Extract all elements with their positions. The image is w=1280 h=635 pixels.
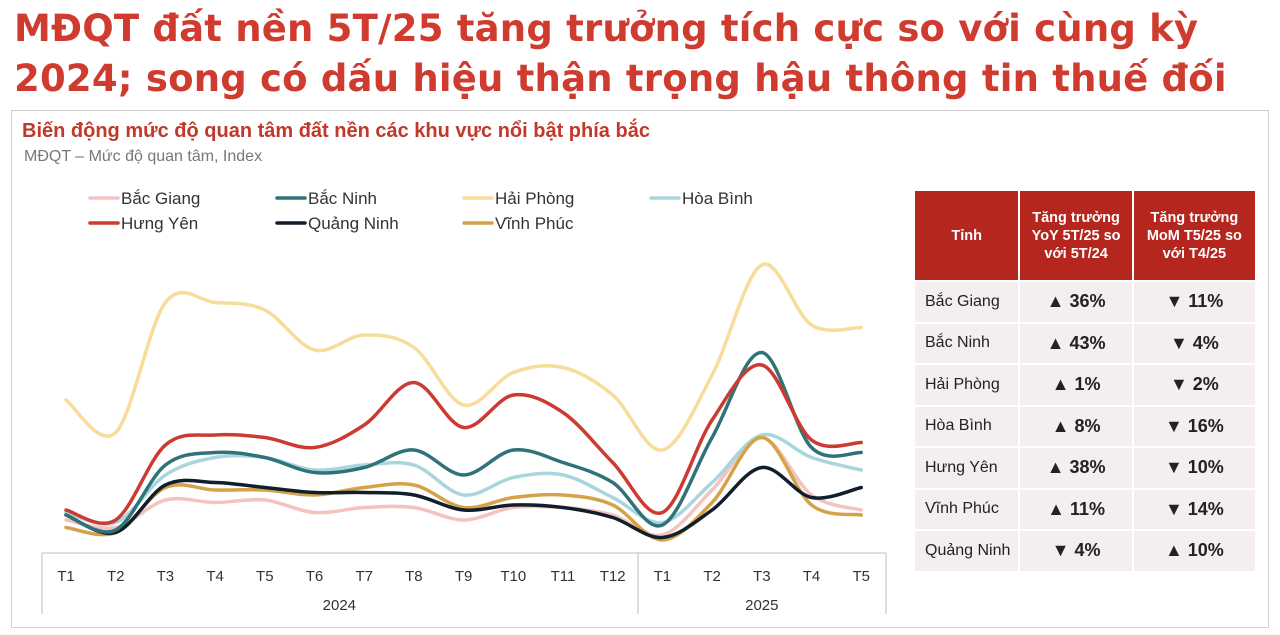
- legend-label: Hải Phòng: [495, 189, 574, 208]
- table-row: Quảng Ninh ▼ 4% ▲ 10%: [915, 531, 1255, 571]
- x-tick-label: T5: [256, 568, 274, 585]
- table-row: Hải Phòng ▲ 1% ▼ 2%: [915, 365, 1255, 405]
- legend-label: Quảng Ninh: [308, 214, 399, 233]
- series-line-Vĩnh Phúc: [64, 435, 863, 542]
- x-tick-label: T5: [852, 568, 870, 585]
- legend-label: Hòa Bình: [682, 189, 753, 208]
- series-line-Quảng Ninh: [64, 465, 863, 540]
- x-tick-label: T8: [405, 568, 423, 585]
- x-tick-label: T9: [455, 568, 473, 585]
- province-cell: Hưng Yên: [915, 448, 1019, 488]
- mom-cell: ▼ 10%: [1133, 448, 1255, 488]
- legend-label: Hưng Yên: [121, 214, 198, 233]
- mom-cell: ▲ 10%: [1133, 531, 1255, 571]
- x-tick-label: T3: [753, 568, 771, 585]
- province-cell: Vĩnh Phúc: [915, 489, 1019, 529]
- mom-cell: ▼ 2%: [1133, 365, 1255, 405]
- x-tick-label: T7: [355, 568, 373, 585]
- yoy-cell: ▲ 1%: [1020, 365, 1132, 405]
- province-cell: Bắc Giang: [915, 282, 1019, 322]
- yoy-cell: ▲ 8%: [1020, 406, 1132, 446]
- x-tick-label: T2: [107, 568, 125, 585]
- yoy-cell: ▼ 4%: [1020, 531, 1132, 571]
- header-province: Tỉnh: [915, 191, 1019, 280]
- table-row: Vĩnh Phúc ▲ 11% ▼ 14%: [915, 489, 1255, 529]
- table-row: Bắc Ninh ▲ 43% ▼ 4%: [915, 323, 1255, 363]
- x-tick-label: T4: [803, 568, 821, 585]
- yoy-cell: ▲ 11%: [1020, 489, 1132, 529]
- province-cell: Hải Phòng: [915, 365, 1019, 405]
- legend-label: Bắc Ninh: [308, 189, 377, 208]
- series-line-Hưng Yên: [64, 363, 863, 525]
- yoy-cell: ▲ 36%: [1020, 282, 1132, 322]
- x-tick-label: T10: [500, 568, 526, 585]
- x-tick-label: T12: [600, 568, 626, 585]
- growth-table: Tỉnh Tăng trưởng YoY 5T/25 so với 5T/24 …: [913, 189, 1257, 573]
- header-yoy: Tăng trưởng YoY 5T/25 so với 5T/24: [1020, 191, 1132, 280]
- page-headline: MĐQT đất nền 5T/25 tăng trưởng tích cực …: [14, 7, 1227, 150]
- series-line-Hải Phòng: [64, 262, 863, 452]
- x-tick-label: T4: [206, 568, 224, 585]
- chart-subtitle: MĐQT – Mức độ quan tâm, Index: [24, 148, 263, 165]
- mom-cell: ▼ 16%: [1133, 406, 1255, 446]
- mom-cell: ▼ 14%: [1133, 489, 1255, 529]
- chart-title: Biến động mức độ quan tâm đất nền các kh…: [22, 120, 650, 142]
- x-tick-label: T2: [703, 568, 721, 585]
- table-row: Hòa Bình ▲ 8% ▼ 16%: [915, 406, 1255, 446]
- mom-cell: ▼ 11%: [1133, 282, 1255, 322]
- mom-cell: ▼ 4%: [1133, 323, 1255, 363]
- x-tick-label: T11: [551, 568, 576, 585]
- series-line-Bắc Ninh: [64, 350, 863, 534]
- year-label: 2024: [323, 597, 356, 614]
- legend-label: Vĩnh Phúc: [495, 214, 574, 233]
- legend-label: Bắc Giang: [121, 189, 200, 208]
- province-cell: Quảng Ninh: [915, 531, 1019, 571]
- year-label: 2025: [745, 597, 778, 614]
- x-tick-label: T3: [157, 568, 175, 585]
- province-cell: Hòa Bình: [915, 406, 1019, 446]
- province-cell: Bắc Ninh: [915, 323, 1019, 363]
- yoy-cell: ▲ 43%: [1020, 323, 1132, 363]
- table-row: Bắc Giang ▲ 36% ▼ 11%: [915, 282, 1255, 322]
- x-tick-label: T1: [57, 568, 75, 585]
- x-tick-label: T1: [654, 568, 672, 585]
- x-tick-label: T6: [306, 568, 324, 585]
- header-mom: Tăng trưởng MoM T5/25 so với T4/25: [1133, 191, 1255, 280]
- yoy-cell: ▲ 38%: [1020, 448, 1132, 488]
- table-row: Hưng Yên ▲ 38% ▼ 10%: [915, 448, 1255, 488]
- series-line-Hòa Bình: [64, 432, 863, 526]
